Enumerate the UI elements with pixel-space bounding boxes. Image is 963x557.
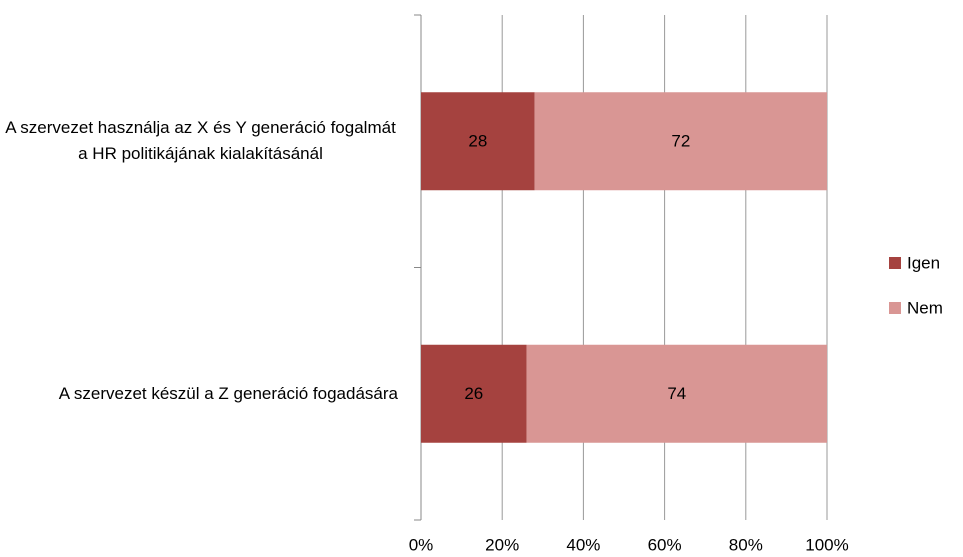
legend-label: Igen xyxy=(907,253,940,272)
x-tick-label: 100% xyxy=(805,535,848,554)
x-tick-label: 80% xyxy=(729,535,763,554)
legend-label: Nem xyxy=(907,298,943,317)
legend-swatch xyxy=(889,257,901,269)
data-label: 72 xyxy=(671,132,690,151)
y-tick-label: A szervezet készül a Z generáció fogadás… xyxy=(58,383,398,403)
data-label: 74 xyxy=(667,384,686,403)
bar-segment xyxy=(421,92,535,191)
bar-segment xyxy=(526,344,827,443)
x-tick-label: 0% xyxy=(409,535,434,554)
data-label: 28 xyxy=(468,132,487,151)
bar-segment xyxy=(421,344,527,443)
data-label: 26 xyxy=(464,384,483,403)
bar-segment xyxy=(534,92,827,191)
legend-swatch xyxy=(889,302,901,314)
x-tick-label: 20% xyxy=(485,535,519,554)
x-tick-label: 40% xyxy=(566,535,600,554)
y-tick-label: A szervezet használja az X és Y generáci… xyxy=(5,118,396,164)
x-tick-label: 60% xyxy=(648,535,682,554)
